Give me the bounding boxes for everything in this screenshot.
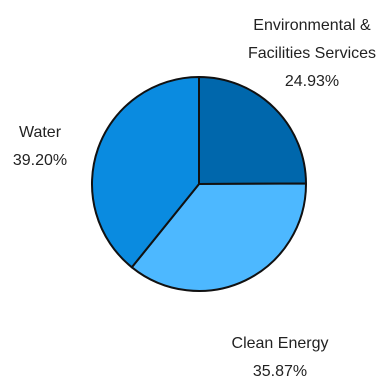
slice-name-label: Water [19, 124, 62, 141]
slice-label-0: Environmental & Facilities Services 24.93% [248, 17, 376, 90]
slice-label-1: Clean Energy 35.87% [232, 335, 329, 380]
pie-labels: Environmental & Facilities Services 24.93%… [13, 17, 376, 380]
pie-slice-1 [130, 182, 308, 292]
slice-name-label: Clean Energy [232, 335, 329, 352]
slice-value-label: 39.20% [13, 152, 67, 169]
slice-value-label: 24.93% [285, 73, 339, 90]
slice-name-label: Facilities Services [248, 45, 376, 62]
pie-slice-2 [91, 76, 200, 269]
pie-slices [91, 76, 308, 292]
pie-slice-0 [198, 76, 307, 185]
slice-value-label: 35.87% [253, 363, 307, 380]
slice-name-label: Environmental & [253, 17, 371, 34]
slice-label-2: Water 39.20% [13, 124, 67, 169]
